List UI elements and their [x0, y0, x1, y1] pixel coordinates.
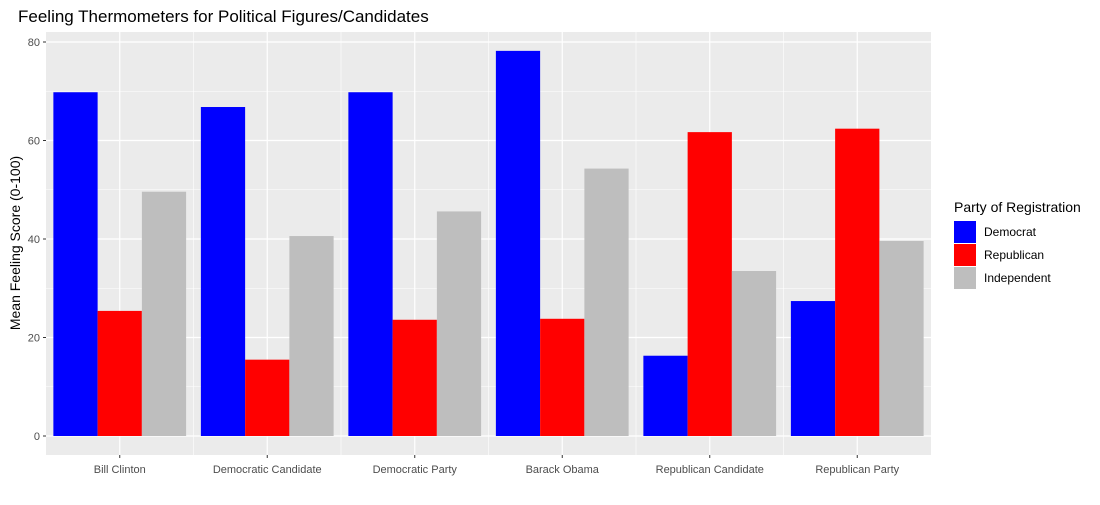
legend-label-democrat: Democrat — [984, 225, 1037, 239]
x-tick-label: Bill Clinton — [94, 464, 146, 476]
bar-independent-bill-clinton — [141, 191, 187, 436]
x-axis: Bill Clinton Democratic Candidate Democrat… — [94, 455, 900, 476]
x-tick-label: Democratic Candidate — [213, 464, 322, 476]
minor-gridlines — [46, 32, 931, 455]
y-tick-label: 60 — [28, 136, 40, 148]
x-tick-label: Republican Party — [815, 464, 899, 476]
legend-items: Democrat Republican Independent — [954, 221, 1051, 289]
legend-key-democrat — [954, 221, 976, 243]
bar-democrat-republican-party — [790, 301, 836, 436]
legend-key-independent — [954, 267, 976, 289]
bar-independent-republican-candidate — [731, 271, 777, 436]
bar-democrat-republican-candidate — [643, 355, 688, 436]
legend-key-republican — [954, 244, 976, 266]
bar-republican-barack-obama — [540, 318, 585, 436]
bar-republican-democratic-candidate — [245, 359, 290, 436]
bar-independent-republican-party — [879, 240, 924, 436]
bar-republican-bill-clinton — [97, 310, 142, 436]
bar-independent-democratic-candidate — [289, 236, 334, 436]
bars — [53, 50, 924, 437]
y-tick-label: 80 — [28, 37, 40, 49]
x-tick-label: Republican Candidate — [656, 464, 764, 476]
legend-label-republican: Republican — [984, 248, 1044, 262]
x-tick-label: Democratic Party — [373, 464, 458, 476]
y-tick-label: 0 — [34, 431, 40, 443]
bar-democrat-barack-obama — [495, 50, 541, 437]
bar-democrat-bill-clinton — [53, 92, 98, 437]
bar-independent-barack-obama — [584, 168, 629, 436]
y-axis: 0 20 40 60 80 — [28, 37, 46, 443]
bar-independent-democratic-party — [436, 211, 482, 436]
bar-republican-republican-party — [835, 128, 880, 436]
legend-label-independent: Independent — [984, 271, 1051, 285]
legend-title: Party of Registration — [954, 199, 1081, 215]
legend: Party of Registration Democrat Republican… — [954, 199, 1081, 289]
bar-republican-democratic-party — [392, 319, 437, 436]
x-tick-label: Barack Obama — [526, 464, 600, 476]
y-axis-label: Mean Feeling Score (0-100) — [7, 156, 23, 330]
bar-democrat-democratic-candidate — [200, 107, 246, 436]
chart-title: Feeling Thermometers for Political Figur… — [18, 7, 429, 26]
y-tick-label: 20 — [28, 333, 40, 345]
bar-democrat-democratic-party — [348, 92, 393, 437]
bar-republican-republican-candidate — [687, 132, 732, 436]
y-tick-label: 40 — [28, 234, 40, 246]
